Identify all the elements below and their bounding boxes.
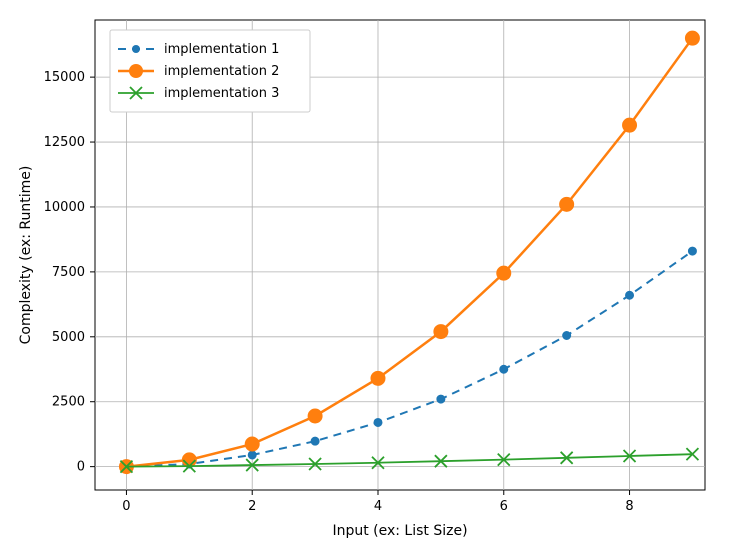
series-marker	[560, 197, 574, 211]
series-marker	[688, 247, 696, 255]
legend-label: implementation 3	[164, 86, 279, 101]
x-tick-label: 0	[122, 499, 130, 514]
x-tick-label: 2	[248, 499, 256, 514]
series-marker	[497, 266, 511, 280]
x-tick-label: 4	[374, 499, 382, 514]
series-marker	[626, 291, 634, 299]
series-marker	[623, 118, 637, 132]
y-tick-label: 10000	[44, 200, 85, 215]
y-tick-label: 15000	[44, 70, 85, 85]
series-marker	[437, 395, 445, 403]
y-tick-label: 7500	[52, 265, 85, 280]
legend-swatch-marker	[132, 45, 140, 53]
series-marker	[311, 437, 319, 445]
series-marker	[434, 325, 448, 339]
series-marker	[500, 365, 508, 373]
y-tick-label: 0	[77, 460, 85, 475]
y-tick-label: 2500	[52, 395, 85, 410]
legend-swatch-marker	[129, 64, 143, 78]
series-marker	[245, 437, 259, 451]
y-axis-label: Complexity (ex: Runtime)	[18, 166, 34, 345]
series-marker	[374, 418, 382, 426]
chart-svg: 0 2 4 6 8 0 2500 5000 7500 10000 12500 15000 Input (…	[0, 0, 736, 555]
series-marker	[563, 331, 571, 339]
y-tick-label: 5000	[52, 330, 85, 345]
legend-label: implementation 2	[164, 64, 279, 79]
legend-label: implementation 1	[164, 42, 279, 57]
x-tick-label: 6	[500, 499, 508, 514]
complexity-chart: 0 2 4 6 8 0 2500 5000 7500 10000 12500 15000 Input (…	[0, 0, 736, 555]
series-marker	[308, 409, 322, 423]
x-axis-label: Input (ex: List Size)	[332, 523, 467, 539]
series-marker	[248, 451, 256, 459]
y-tick-label: 12500	[44, 135, 85, 150]
x-tick-label: 8	[625, 499, 633, 514]
series-marker	[182, 453, 196, 467]
series-marker	[685, 31, 699, 45]
series-marker	[371, 371, 385, 385]
